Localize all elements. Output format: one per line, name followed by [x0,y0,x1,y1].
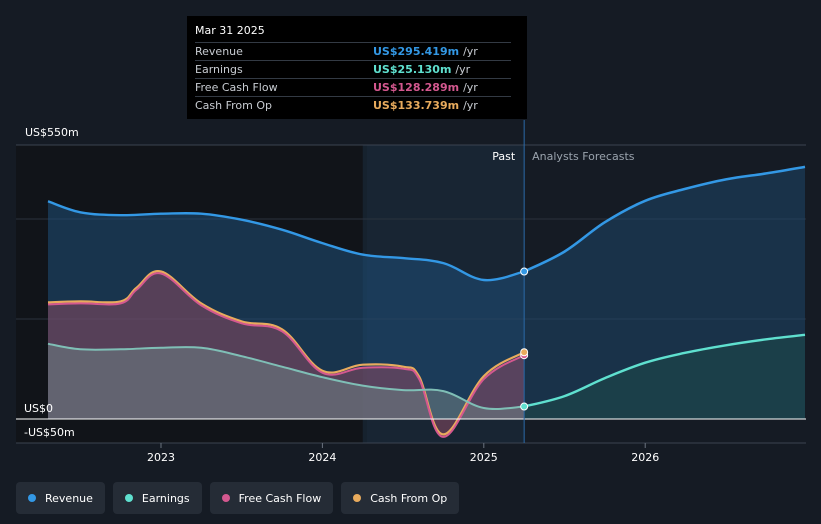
legend: Revenue Earnings Free Cash Flow Cash Fro… [16,482,460,514]
revenue-end-marker [520,267,529,276]
tooltip: Mar 31 2025 Revenue US$295.419m /yr Earn… [187,16,527,119]
tooltip-unit: /yr [463,81,478,94]
tooltip-label: Earnings [195,63,243,76]
legend-item-earnings[interactable]: Earnings [112,482,202,514]
y-bottom-label: -US$50m [24,426,75,439]
tooltip-unit: /yr [455,63,471,76]
tooltip-row-cfo: Cash From Op US$133.739m /yr [195,96,511,114]
legend-label: Cash From Op [370,491,448,505]
earnings-line [47,342,525,410]
tooltip-value: US$295.419m [373,45,460,58]
tooltip-row-earnings: Earnings US$25.130m /yr [195,60,511,78]
tooltip-unit: /yr [463,99,478,112]
free-cash-flow-dot-icon [221,494,230,502]
tooltip-value: US$128.289m [373,81,460,94]
x-tick-label: 2023 [147,451,175,464]
tooltip-label: Cash From Op [195,99,273,112]
fcf-line [47,272,525,438]
tooltip-date: Mar 31 2025 [195,24,265,37]
series-layer [47,165,806,438]
earnings-end-marker [520,402,529,411]
y-top-label: US$550m [25,126,79,139]
revenue-dot-icon [28,494,36,502]
tooltip-label: Revenue [195,45,243,58]
earnings-dot-icon [124,494,133,502]
earnings-forecast-area [524,334,805,419]
tooltip-row-revenue: Revenue US$295.419m /yr [195,42,511,60]
cfo-line [47,270,525,436]
x-tick-label: 2026 [631,451,659,464]
forecast-label: Analysts Forecasts [532,150,635,163]
legend-item-revenue[interactable]: Revenue [16,482,105,514]
tooltip-label: Free Cash Flow [195,81,278,94]
cfo-end-marker [520,348,529,357]
y-zero-label: US$0 [24,402,53,415]
x-tick-label: 2024 [308,451,336,464]
legend-label: Earnings [141,491,190,505]
end-markers [520,267,529,411]
earnings-forecast-line [523,333,806,408]
tooltip-value: US$133.739m [373,99,460,112]
legend-item-cash-from-op[interactable]: Cash From Op [341,482,460,514]
revenue-line [47,200,525,282]
legend-label: Free Cash Flow [238,491,322,505]
x-axis-ticks: 2023 2024 2025 2026 [147,443,659,464]
x-tick-label: 2025 [470,451,498,464]
legend-item-free-cash-flow[interactable]: Free Cash Flow [209,482,334,514]
legend-label: Revenue [45,491,93,505]
revenue-forecast-line [523,165,806,273]
cash-from-op-dot-icon [353,494,362,502]
past-label: Past [492,150,516,163]
tooltip-row-fcf: Free Cash Flow US$128.289m /yr [195,78,511,96]
tooltip-value: US$25.130m [373,63,452,76]
tooltip-unit: /yr [463,45,478,58]
earnings-area [48,343,525,419]
